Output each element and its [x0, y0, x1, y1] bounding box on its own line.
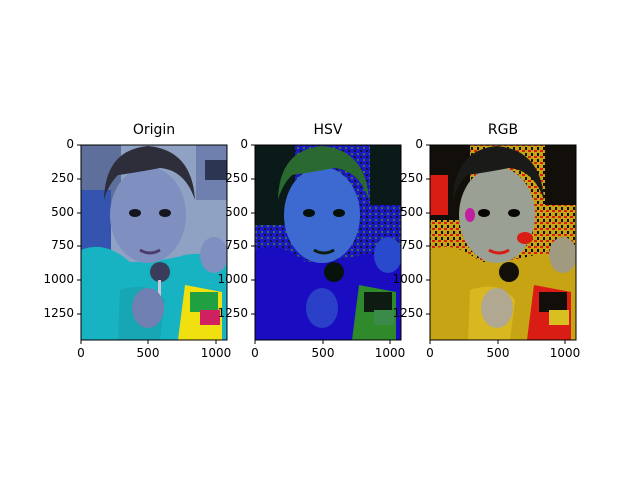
hsv-image — [255, 145, 401, 340]
x-tick-label: 0 — [251, 346, 259, 360]
hsv-axes-frame — [254, 144, 402, 341]
y-tick-label: 0 — [415, 137, 423, 151]
panel-title-rgb: RGB — [487, 122, 519, 138]
x-tick-label: 1000 — [374, 346, 406, 360]
x-tick-label: 1000 — [549, 346, 581, 360]
origin-image — [81, 145, 227, 340]
x-tick-label: 500 — [486, 346, 510, 360]
y-tick-label: 1250 — [217, 306, 248, 320]
y-tick-label: 500 — [225, 205, 248, 219]
y-tick-label: 0 — [240, 137, 248, 151]
x-tick-label: 500 — [136, 346, 160, 360]
panel-title-origin: Origin — [132, 122, 176, 138]
y-tick-label: 1250 — [392, 306, 423, 320]
y-tick-label: 750 — [400, 238, 423, 252]
y-tick-label: 250 — [225, 171, 248, 185]
rgb-image — [430, 145, 576, 340]
y-tick-label: 1000 — [43, 272, 74, 286]
origin-axes-frame — [80, 144, 228, 341]
x-tick-label: 500 — [311, 346, 335, 360]
y-tick-label: 750 — [51, 238, 74, 252]
y-tick-label: 250 — [51, 171, 74, 185]
y-tick-label: 500 — [400, 205, 423, 219]
y-tick-label: 0 — [66, 137, 74, 151]
x-tick-label: 0 — [77, 346, 85, 360]
y-tick-label: 1250 — [43, 306, 74, 320]
y-tick-label: 250 — [400, 171, 423, 185]
rgb-axes-frame — [429, 144, 577, 341]
panel-title-hsv: HSV — [313, 122, 343, 138]
x-tick-label: 0 — [426, 346, 434, 360]
y-tick-label: 1000 — [392, 272, 423, 286]
tick-marks — [77, 144, 566, 344]
y-tick-label: 750 — [225, 238, 248, 252]
x-tick-label: 1000 — [200, 346, 232, 360]
y-tick-label: 500 — [51, 205, 74, 219]
y-tick-label: 1000 — [217, 272, 248, 286]
